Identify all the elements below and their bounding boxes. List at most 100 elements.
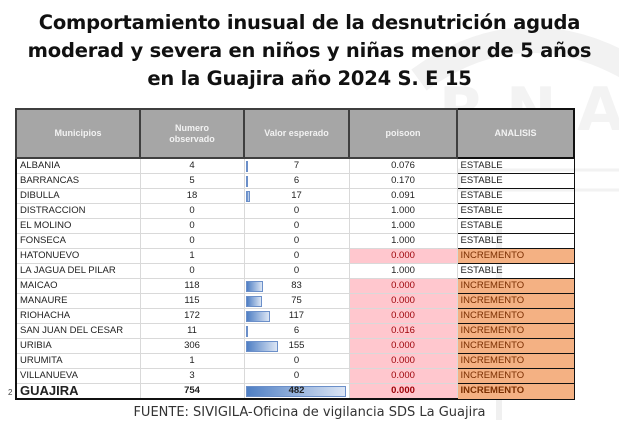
table-body: ALBANIA 4 7 0.076 ESTABLE BARRANCAS 5 6 0.170 EST… — [15, 157, 575, 400]
cell-observado: 0 — [140, 233, 245, 249]
cell-poisson: 0.091 — [349, 188, 458, 204]
title-line-3: en la Guajira año 2024 S. E 15 — [147, 67, 472, 90]
esperado-value: 0 — [293, 250, 300, 261]
cell-poisson: 1.000 — [349, 218, 458, 234]
cell-poisson: 0.016 — [349, 323, 458, 339]
cell-analisis: INCREMENTO — [456, 323, 575, 339]
esperado-value: 0 — [293, 235, 300, 246]
municipalities-table: Municipios Numero observado Valor espera… — [15, 108, 575, 400]
cell-esperado: 0 — [244, 368, 350, 384]
esperado-value: 7 — [293, 160, 300, 171]
esperado-value: 0 — [293, 265, 300, 276]
cell-analisis: INCREMENTO — [456, 278, 575, 294]
data-bar — [245, 386, 346, 397]
cell-municipio: URIBIA — [15, 338, 141, 354]
data-bar — [245, 296, 262, 307]
cell-observado: 18 — [140, 188, 245, 204]
cell-municipio: MAICAO — [15, 278, 141, 294]
cell-poisson: 0.000 — [349, 353, 458, 369]
cell-esperado: 117 — [244, 308, 350, 324]
cell-observado: 4 — [140, 158, 245, 174]
row-marker: 2 — [8, 388, 13, 397]
cell-observado: 0 — [140, 203, 245, 219]
table-total-row: GUAJIRA 754 482 0.000 INCREMENTO — [15, 383, 575, 400]
header-numero-line1: Numero — [174, 122, 209, 133]
cell-esperado: 155 — [244, 338, 350, 354]
cell-observado: 3 — [140, 368, 245, 384]
table-header-row: Municipios Numero observado Valor espera… — [15, 108, 575, 159]
cell-esperado: 0 — [244, 203, 350, 219]
header-analisis: ANALISIS — [456, 108, 575, 159]
table-row: BARRANCAS 5 6 0.170 ESTABLE — [15, 173, 575, 189]
cell-municipio: BARRANCAS — [15, 173, 141, 189]
cell-analisis: INCREMENTO — [456, 293, 575, 309]
cell-municipio: SAN JUAN DEL CESAR — [15, 323, 141, 339]
cell-observado: 115 — [140, 293, 245, 309]
data-bar — [245, 281, 263, 292]
header-valor-esperado: Valor esperado — [243, 108, 350, 159]
cell-municipio: RIOHACHA — [15, 308, 141, 324]
table-row: HATONUEVO 1 0 0.000 INCREMENTO — [15, 248, 575, 264]
table-row: RIOHACHA 172 117 0.000 INCREMENTO — [15, 308, 575, 324]
page-title: Comportamiento inusual de la desnutrició… — [0, 9, 619, 93]
cell-analisis: ESTABLE — [456, 188, 575, 204]
cell-esperado: 6 — [244, 173, 350, 189]
cell-analisis: ESTABLE — [456, 218, 575, 234]
cell-poisson: 1.000 — [349, 203, 458, 219]
cell-analisis: ESTABLE — [456, 157, 575, 174]
esperado-value: 83 — [291, 280, 302, 291]
esperado-value: 0 — [293, 220, 300, 231]
cell-esperado: 0 — [244, 233, 350, 249]
cell-observado: 754 — [140, 383, 245, 400]
cell-municipio: ALBANIA — [15, 158, 141, 174]
cell-observado: 118 — [140, 278, 245, 294]
cell-municipio: FONSECA — [15, 233, 141, 249]
source-caption: FUENTE: SIVIGILA-Oficina de vigilancia S… — [133, 405, 486, 420]
cell-analisis: INCREMENTO — [456, 383, 575, 400]
cell-analisis: INCREMENTO — [456, 308, 575, 324]
title-line-1: Comportamiento inusual de la desnutrició… — [38, 11, 581, 34]
esperado-value: 155 — [288, 340, 305, 351]
cell-esperado: 0 — [244, 263, 350, 279]
data-bar — [245, 311, 270, 322]
esperado-value: 75 — [291, 295, 302, 306]
cell-esperado: 0 — [244, 218, 350, 234]
table-row: EL MOLINO 0 0 1.000 ESTABLE — [15, 218, 575, 234]
data-bar — [245, 191, 250, 202]
cell-municipio: DIBULLA — [15, 188, 141, 204]
cell-observado: 306 — [140, 338, 245, 354]
cell-analisis: INCREMENTO — [456, 248, 575, 264]
cell-esperado: 6 — [244, 323, 350, 339]
table-row: MAICAO 118 83 0.000 INCREMENTO — [15, 278, 575, 294]
data-bar — [245, 176, 248, 187]
cell-observado: 0 — [140, 263, 245, 279]
header-numero-observado: Numero observado — [139, 108, 245, 159]
cell-poisson: 0.000 — [349, 293, 458, 309]
cell-poisson: 0.000 — [349, 278, 458, 294]
cell-analisis: ESTABLE — [456, 173, 575, 189]
cell-municipio: HATONUEVO — [15, 248, 141, 264]
cell-poisson: 0.170 — [349, 173, 458, 189]
header-poisson: poisoon — [348, 108, 458, 159]
esperado-value: 482 — [288, 385, 305, 396]
title-line-2: moderad y severa en niños y niñas menor … — [27, 39, 592, 62]
esperado-value: 6 — [293, 175, 300, 186]
cell-municipio: VILLANUEVA — [15, 368, 141, 384]
cell-esperado: 482 — [244, 383, 350, 400]
cell-observado: 5 — [140, 173, 245, 189]
data-bar — [245, 161, 248, 172]
header-numero-line2: observado — [169, 133, 215, 144]
cell-observado: 0 — [140, 218, 245, 234]
cell-analisis: ESTABLE — [456, 263, 575, 279]
cell-poisson: 0.000 — [349, 308, 458, 324]
cell-poisson: 0.000 — [349, 368, 458, 384]
table-row: URIBIA 306 155 0.000 INCREMENTO — [15, 338, 575, 354]
cell-municipio: EL MOLINO — [15, 218, 141, 234]
cell-poisson: 0.000 — [349, 338, 458, 354]
cell-observado: 1 — [140, 248, 245, 264]
table-row: VILLANUEVA 3 0 0.000 INCREMENTO — [15, 368, 575, 384]
cell-municipio: DISTRACCION — [15, 203, 141, 219]
esperado-value: 0 — [293, 370, 300, 381]
cell-poisson: 0.076 — [349, 158, 458, 174]
table-row: FONSECA 0 0 1.000 ESTABLE — [15, 233, 575, 249]
